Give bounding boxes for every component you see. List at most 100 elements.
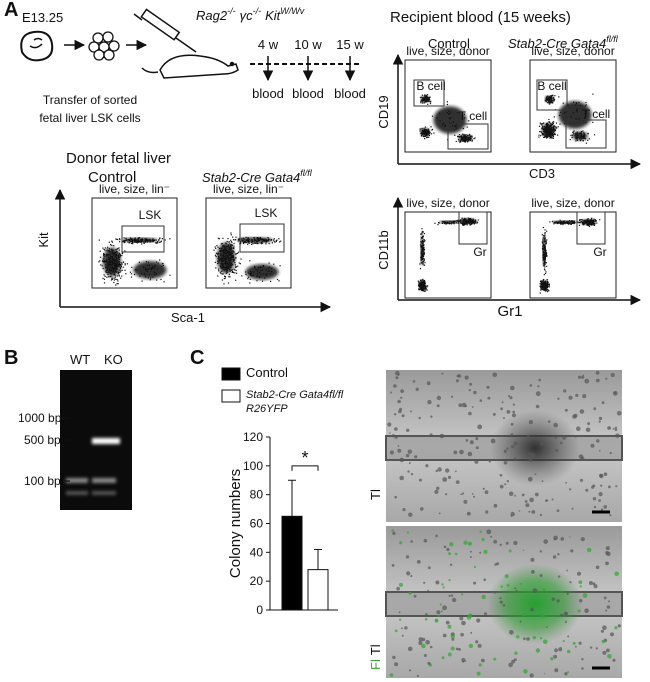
cell bbox=[499, 484, 504, 489]
dot bbox=[422, 101, 424, 103]
dot bbox=[148, 267, 151, 269]
cell bbox=[408, 669, 412, 672]
dot bbox=[548, 129, 550, 131]
dot bbox=[273, 238, 275, 240]
dot bbox=[592, 121, 594, 123]
dot bbox=[427, 136, 429, 138]
dot bbox=[115, 266, 117, 268]
dot bbox=[422, 254, 424, 257]
dot bbox=[131, 243, 134, 245]
cell bbox=[416, 560, 421, 564]
dot bbox=[271, 267, 273, 270]
dot bbox=[464, 135, 466, 137]
dot bbox=[221, 262, 223, 264]
dot bbox=[426, 286, 428, 288]
dot bbox=[232, 263, 234, 266]
dot bbox=[105, 254, 107, 256]
dot bbox=[131, 242, 133, 244]
group-label: Control bbox=[88, 169, 136, 186]
dot bbox=[230, 262, 232, 264]
dot bbox=[461, 138, 463, 140]
dot bbox=[221, 264, 224, 266]
dot bbox=[474, 222, 476, 224]
dot bbox=[455, 127, 458, 129]
dot bbox=[118, 252, 120, 254]
dot bbox=[420, 285, 422, 287]
dot bbox=[545, 253, 548, 255]
dot bbox=[230, 249, 232, 251]
dot bbox=[237, 251, 240, 253]
dot bbox=[429, 96, 431, 98]
cell bbox=[510, 445, 515, 449]
dot bbox=[583, 134, 585, 136]
significance-mark: * bbox=[301, 448, 308, 468]
dot bbox=[164, 239, 166, 241]
dot bbox=[584, 105, 586, 107]
dot bbox=[540, 286, 542, 288]
dot bbox=[258, 276, 260, 278]
dot bbox=[259, 236, 261, 239]
dot bbox=[583, 135, 585, 137]
dot bbox=[113, 263, 115, 265]
cell bbox=[476, 671, 481, 676]
dot bbox=[227, 256, 229, 259]
dot bbox=[119, 269, 121, 271]
dot bbox=[545, 241, 547, 243]
dot bbox=[255, 239, 257, 241]
dot bbox=[220, 250, 222, 252]
dot bbox=[113, 279, 115, 281]
dot bbox=[428, 128, 430, 130]
dot bbox=[552, 137, 554, 139]
dot bbox=[126, 263, 129, 265]
dot bbox=[579, 138, 581, 140]
dot bbox=[279, 265, 281, 267]
dot bbox=[463, 113, 465, 115]
cell bbox=[436, 404, 440, 408]
dot bbox=[117, 283, 119, 285]
dot bbox=[148, 239, 150, 241]
dot bbox=[560, 221, 562, 223]
dot bbox=[421, 129, 423, 132]
dot bbox=[547, 125, 549, 127]
stage: E13.25 bbox=[22, 10, 63, 25]
dot bbox=[589, 224, 591, 226]
dot bbox=[421, 131, 424, 133]
dot bbox=[141, 240, 143, 242]
cell bbox=[479, 551, 482, 554]
dot bbox=[141, 280, 143, 282]
dot bbox=[573, 130, 575, 132]
axis-label: CD11b bbox=[376, 230, 391, 270]
dot bbox=[417, 280, 419, 282]
dot bbox=[573, 223, 575, 225]
dot bbox=[426, 95, 428, 97]
dot bbox=[457, 112, 459, 114]
dot bbox=[109, 250, 111, 253]
dot bbox=[145, 261, 147, 263]
dot bbox=[463, 135, 465, 137]
dot bbox=[579, 136, 581, 138]
cell bbox=[387, 422, 392, 427]
dot bbox=[217, 262, 219, 265]
cell bbox=[486, 529, 492, 535]
cell bbox=[508, 395, 511, 398]
dot bbox=[562, 102, 564, 104]
dot bbox=[543, 133, 545, 135]
dot bbox=[420, 233, 422, 235]
dot bbox=[221, 267, 223, 269]
dot bbox=[449, 122, 451, 124]
dot bbox=[541, 280, 543, 282]
dot bbox=[546, 125, 548, 128]
cell bbox=[595, 378, 600, 383]
cell bbox=[455, 470, 457, 473]
dot bbox=[421, 249, 423, 251]
dot bbox=[236, 272, 238, 274]
dot bbox=[582, 130, 584, 132]
sample: blood bbox=[334, 86, 366, 101]
dot bbox=[231, 254, 233, 256]
dot bbox=[462, 140, 464, 142]
dot bbox=[574, 134, 576, 136]
gate bbox=[458, 211, 488, 245]
dot bbox=[144, 238, 146, 240]
cell bbox=[441, 656, 445, 660]
dot bbox=[590, 221, 592, 224]
